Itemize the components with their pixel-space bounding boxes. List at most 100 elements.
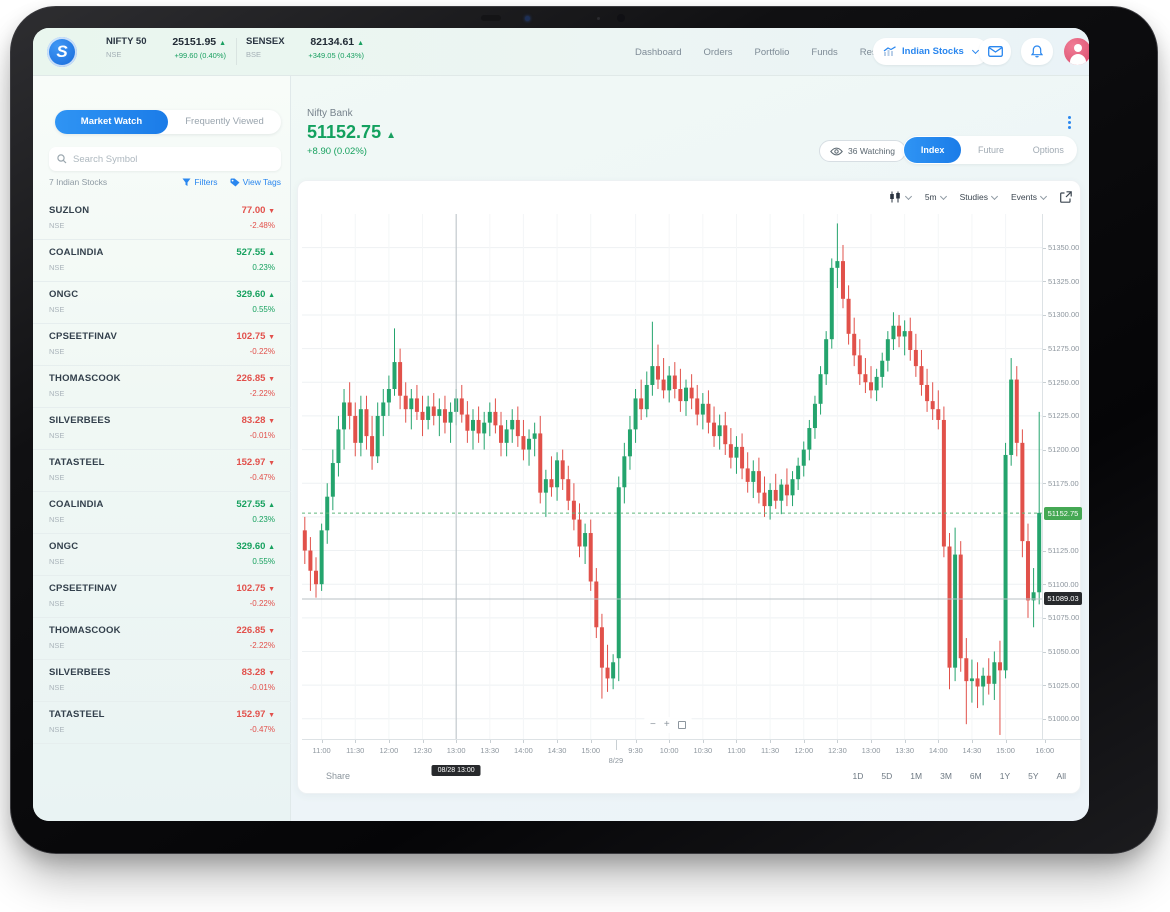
range-all[interactable]: All <box>1056 771 1066 781</box>
stock-price: 527.55 ▲ <box>236 247 275 258</box>
watchlist-row[interactable]: SUZLON NSE 77.00 ▼ -2.48% <box>33 198 291 240</box>
stock-exchange: NSE <box>49 599 65 608</box>
top-header: S NIFTY 50 NSE 25151.95 ▲ +99.60 (0.40%)… <box>33 28 1089 76</box>
watchlist-row[interactable]: COALINDIA NSE 527.55 ▲ 0.23% <box>33 492 291 534</box>
watchlist-row[interactable]: THOMASCOOK NSE 226.85 ▼ -2.22% <box>33 366 291 408</box>
more-menu-button[interactable] <box>1061 114 1077 130</box>
time-tick-label: 13:30 <box>895 746 915 755</box>
chart-panel: Nifty Bank 51152.75 ▲ +8.90 (0.02%) 36 W… <box>291 76 1089 821</box>
stock-symbol: SILVERBEES <box>49 667 111 678</box>
stock-change: -0.01% <box>249 431 275 440</box>
range-5y[interactable]: 5Y <box>1028 771 1039 781</box>
reset-zoom-button[interactable] <box>677 721 686 729</box>
price-tick-label: 51100.00 <box>1048 579 1079 589</box>
market-selector[interactable]: Indian Stocks <box>873 38 988 65</box>
index-change: +349.05 (0.43%) <box>308 51 364 60</box>
watchlist-row[interactable]: COALINDIA NSE 527.55 ▲ 0.23% <box>33 240 291 282</box>
tab-index[interactable]: Index <box>904 137 962 163</box>
time-tick-label: 14:00 <box>514 746 533 755</box>
watching-button[interactable]: 36 Watching <box>819 140 906 162</box>
range-1y[interactable]: 1Y <box>999 771 1011 781</box>
price-axis: 51350.00 51325.00 51300.00 51275.00 51250.00… <box>1042 214 1082 739</box>
chevron-down-icon <box>971 46 979 55</box>
filters-button[interactable]: Filters <box>182 177 218 187</box>
eye-icon <box>830 147 843 155</box>
range-5d[interactable]: 5D <box>881 771 893 781</box>
down-arrow-icon: ▼ <box>268 586 275 593</box>
time-tick-label: 11:30 <box>346 746 365 755</box>
studies-dropdown[interactable]: Studies <box>960 192 999 202</box>
tab-future[interactable]: Future <box>977 145 1004 155</box>
time-tick-label: 13:00 <box>861 746 881 755</box>
interval-dropdown[interactable]: 5m <box>925 192 947 202</box>
range-1m[interactable]: 1M <box>910 771 923 781</box>
nav-portfolio[interactable]: Portfolio <box>754 46 790 58</box>
zoom-in-button[interactable]: + <box>663 719 670 730</box>
popout-button[interactable] <box>1060 191 1072 203</box>
stock-price: 329.60 ▲ <box>236 289 275 300</box>
avatar[interactable] <box>1064 38 1089 65</box>
nav-orders[interactable]: Orders <box>703 46 733 58</box>
tablet-device: S NIFTY 50 NSE 25151.95 ▲ +99.60 (0.40%)… <box>10 6 1158 854</box>
zoom-out-button[interactable]: − <box>650 719 656 730</box>
watchlist-meta: 7 Indian Stocks Filters View Tags <box>49 177 281 191</box>
candlestick-chart[interactable] <box>302 214 1046 739</box>
watchlist-row[interactable]: ONGC NSE 329.60 ▲ 0.55% <box>33 534 291 576</box>
main-nav: DashboardOrdersPortfolioFundsResearch <box>635 28 900 76</box>
time-tick-label: 9:30 <box>628 746 643 755</box>
tab-frequently-viewed[interactable]: Frequently Viewed <box>185 116 264 127</box>
stock-price: 83.28 ▼ <box>241 667 275 678</box>
stock-change: -0.22% <box>249 347 275 356</box>
range-3m[interactable]: 3M <box>940 771 952 781</box>
tab-market-watch[interactable]: Market Watch <box>55 110 168 134</box>
watchlist-row[interactable]: SILVERBEES NSE 83.28 ▼ -0.01% <box>33 660 291 702</box>
time-tick-label: 10:00 <box>659 746 679 755</box>
app-logo-icon[interactable]: S <box>47 37 77 67</box>
watchlist-row[interactable]: CPSEETFINAV NSE 102.75 ▼ -0.22% <box>33 576 291 618</box>
events-dropdown[interactable]: Events <box>1011 192 1048 202</box>
time-tick-label: 10:30 <box>693 746 713 755</box>
nav-funds[interactable]: Funds <box>811 46 838 58</box>
chart-type-button[interactable] <box>889 191 912 203</box>
up-arrow-icon: ▲ <box>268 292 275 299</box>
stock-price: 152.97 ▼ <box>236 709 275 720</box>
chart-card: 5m Studies Events 51350.00 51325.00 51300.… <box>297 180 1082 794</box>
stock-change: -0.47% <box>249 473 275 482</box>
watchlist-row[interactable]: THOMASCOOK NSE 226.85 ▼ -2.22% <box>33 618 291 660</box>
price-tick-label: 51300.00 <box>1048 310 1080 320</box>
tab-options[interactable]: Options <box>1032 145 1064 155</box>
price-tick-label: 51275.00 <box>1048 344 1080 354</box>
stock-count-label: 7 Indian Stocks <box>49 177 108 187</box>
range-1d[interactable]: 1D <box>852 771 864 781</box>
view-tags-button[interactable]: View Tags <box>230 177 281 187</box>
watchlist-row[interactable]: ONGC NSE 329.60 ▲ 0.55% <box>33 282 291 324</box>
price-tick-label: 51325.00 <box>1048 276 1080 286</box>
instrument-type-tabs: Index Future Options <box>903 136 1077 164</box>
stock-symbol: COALINDIA <box>49 247 104 258</box>
stock-exchange: NSE <box>49 263 65 272</box>
watchlist-row[interactable]: TATASTEEL NSE 152.97 ▼ -0.47% <box>33 702 291 744</box>
nav-dashboard[interactable]: Dashboard <box>635 46 682 58</box>
watchlist-row[interactable]: CPSEETFINAV NSE 102.75 ▼ -0.22% <box>33 324 291 366</box>
stock-price: 83.28 ▼ <box>241 415 275 426</box>
tag-icon <box>230 178 240 186</box>
index-name: NIFTY 50 <box>106 36 147 47</box>
search-input[interactable] <box>73 153 273 165</box>
watchlist-row[interactable]: TATASTEEL NSE 152.97 ▼ -0.47% <box>33 450 291 492</box>
stock-exchange: NSE <box>49 641 65 650</box>
share-link[interactable]: Share <box>326 771 351 781</box>
time-tick-label: 15:00 <box>996 746 1015 755</box>
down-arrow-icon: ▼ <box>268 418 275 425</box>
range-6m[interactable]: 6M <box>969 771 982 781</box>
stock-price: 329.60 ▲ <box>236 541 275 552</box>
time-tick-label: 11:00 <box>727 746 746 755</box>
watchlist-tabs: Market Watch Frequently Viewed <box>55 110 281 134</box>
stock-change: 0.23% <box>252 263 275 272</box>
index-ticker-sensex: SENSEX BSE 82134.61 ▲ +349.05 (0.43%) <box>246 36 364 60</box>
instrument-price: 51152.75 ▲ <box>307 122 397 142</box>
mail-button[interactable] <box>979 38 1011 65</box>
notifications-button[interactable] <box>1021 38 1053 65</box>
down-arrow-icon: ▼ <box>268 712 275 719</box>
watchlist-row[interactable]: SILVERBEES NSE 83.28 ▼ -0.01% <box>33 408 291 450</box>
stock-exchange: NSE <box>49 683 65 692</box>
